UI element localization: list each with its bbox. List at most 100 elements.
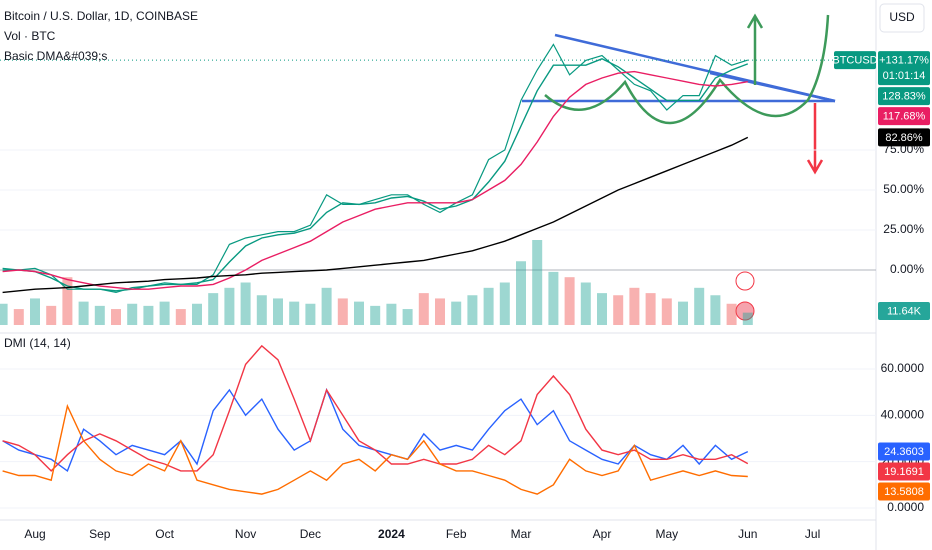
x-tick-label: Feb xyxy=(446,527,467,541)
volume-bar xyxy=(240,282,251,325)
chart-title: Bitcoin / U.S. Dollar, 1D, COINBASE xyxy=(4,9,198,23)
x-tick-label: Jun xyxy=(738,527,757,541)
volume-bar xyxy=(354,301,364,325)
volume-bar xyxy=(78,301,89,325)
trendline xyxy=(709,71,836,103)
volume-bar xyxy=(678,301,688,325)
volume-bar xyxy=(62,277,73,325)
volume-bar xyxy=(175,309,186,325)
volume-bar xyxy=(613,295,624,325)
x-tick-label: Sep xyxy=(89,527,111,541)
volume-bar xyxy=(597,293,607,325)
volume-bar xyxy=(499,282,510,325)
volume-bar xyxy=(0,303,8,325)
volume-bar xyxy=(127,303,138,325)
volume-bar xyxy=(548,271,559,325)
x-tick-label: Jul xyxy=(805,527,820,541)
volume-bar xyxy=(256,295,267,325)
volume-bar xyxy=(694,287,705,325)
volume-bar xyxy=(192,303,202,325)
volume-bar xyxy=(224,287,235,325)
x-tick-label: 2024 xyxy=(378,527,405,541)
volume-bar xyxy=(321,287,332,325)
volume-bar xyxy=(726,303,737,325)
y-tick-label: 25.00% xyxy=(883,222,924,236)
y-tick-label: 0.00% xyxy=(890,262,924,276)
volume-bar xyxy=(742,312,753,325)
volume-bar xyxy=(580,282,591,325)
series-line xyxy=(2,403,748,495)
volume-bar xyxy=(305,303,316,325)
x-tick-label: May xyxy=(655,527,678,541)
volume-bar xyxy=(467,295,478,325)
volume-bar xyxy=(516,261,526,325)
value-label-box xyxy=(878,482,930,501)
series-line xyxy=(2,344,749,472)
x-tick-label: Mar xyxy=(511,527,532,541)
value-label: 11.64K xyxy=(887,305,922,317)
value-label: +131.17% xyxy=(879,55,929,67)
value-label-box xyxy=(878,107,930,126)
series-line xyxy=(2,58,749,292)
value-label: 128.83% xyxy=(882,91,926,103)
series-line xyxy=(2,70,748,290)
value-label: 117.68% xyxy=(883,111,926,123)
volume-bar xyxy=(629,287,640,325)
volume-bar xyxy=(402,309,413,325)
x-tick-label: Oct xyxy=(155,527,174,541)
value-label-box xyxy=(878,128,930,147)
indicator-name: Vol · BTC xyxy=(4,29,56,43)
event-icon[interactable] xyxy=(735,271,755,291)
volume-bar xyxy=(337,298,348,325)
y-tick-label: 60.0000 xyxy=(881,361,925,375)
symbol-box xyxy=(834,51,876,70)
volume-bar xyxy=(30,298,40,325)
volume-bar xyxy=(208,293,219,325)
value-label-box xyxy=(878,442,930,461)
volume-bar xyxy=(111,309,121,325)
volume-bar xyxy=(483,287,494,325)
value-label-box xyxy=(878,87,930,106)
volume-bar xyxy=(451,301,462,325)
volume-bar xyxy=(370,305,381,325)
volume-bar xyxy=(46,305,57,325)
volume-bar xyxy=(564,277,575,325)
currency-button[interactable] xyxy=(879,3,925,33)
volume-bar xyxy=(273,298,283,325)
volume-bar xyxy=(94,305,105,325)
y-tick-label: 40.0000 xyxy=(881,408,925,422)
indicator-name: Basic DMA&#039;s xyxy=(4,49,107,63)
series-line xyxy=(2,136,749,294)
volume-bar xyxy=(159,301,170,325)
event-icon[interactable] xyxy=(735,301,755,321)
currency-label[interactable]: USD xyxy=(889,10,915,24)
x-tick-label: Dec xyxy=(300,527,321,541)
x-tick-label: Aug xyxy=(24,527,45,541)
volume-bar xyxy=(710,295,721,325)
countdown: 01:01:14 xyxy=(883,70,926,82)
value-label: 82.86% xyxy=(885,132,923,144)
volume-bar xyxy=(143,305,154,325)
value-label: 24.3603 xyxy=(884,446,924,458)
symbol-label: BTCUSD xyxy=(832,55,877,67)
y-tick-label: 50.00% xyxy=(883,182,924,196)
x-tick-label: Nov xyxy=(235,527,256,541)
value-label: 19.1691 xyxy=(884,466,924,478)
up-arrow xyxy=(746,13,764,85)
y-tick-label: 0.0000 xyxy=(887,500,924,514)
x-tick-label: Apr xyxy=(593,527,612,541)
volume-bar xyxy=(661,298,672,325)
down-arrow xyxy=(806,103,824,175)
value-label-box xyxy=(878,302,930,320)
volume-bar xyxy=(435,298,445,325)
value-label-box xyxy=(878,462,930,481)
volume-bar xyxy=(532,240,543,325)
pane-title: DMI (14, 14) xyxy=(4,336,71,350)
volume-bar xyxy=(13,309,24,325)
volume-bar xyxy=(386,303,397,325)
value-label-box xyxy=(878,51,930,86)
volume-bar xyxy=(418,293,429,325)
volume-bar xyxy=(645,293,656,325)
